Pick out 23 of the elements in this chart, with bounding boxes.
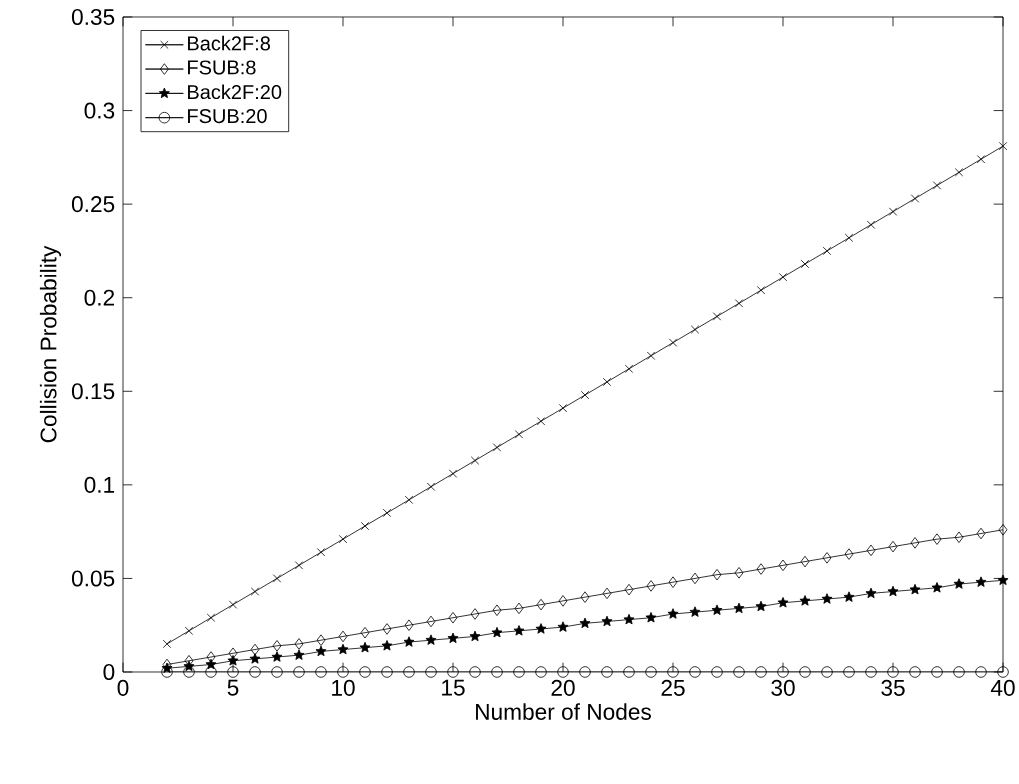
y-tick-label: 0.05: [71, 570, 115, 587]
x-tick-label: 25: [661, 679, 685, 696]
x-tick-label: 5: [227, 679, 239, 696]
x-tick-label: 40: [990, 679, 1015, 696]
y-tick-label: 0.3: [84, 102, 115, 119]
y-tick-label: 0.1: [84, 476, 115, 493]
x-tick-label: 0: [117, 679, 129, 696]
y-tick-label: 0.2: [84, 289, 115, 306]
y-tick-label: 0.15: [71, 383, 115, 400]
legend-label: FSUB:8: [188, 60, 256, 75]
x-tick-label: 15: [442, 679, 465, 696]
y-tick-label: 0.35: [71, 8, 115, 26]
x-tick-label: 30: [771, 679, 795, 696]
y-axis-title: Collision Probability: [39, 245, 62, 443]
x-tick-label: 20: [551, 679, 575, 696]
legend-label: Back2F:8: [188, 35, 271, 51]
legend-label: Back2F:20: [188, 84, 282, 100]
x-tick-label: 10: [332, 679, 355, 696]
y-tick-label: 0.25: [71, 196, 115, 213]
x-axis-title: Number of Nodes: [476, 703, 651, 720]
legend-label: FSUB:20: [188, 108, 267, 124]
y-tick-label: 0: [103, 663, 115, 681]
x-tick-label: 35: [881, 679, 905, 696]
